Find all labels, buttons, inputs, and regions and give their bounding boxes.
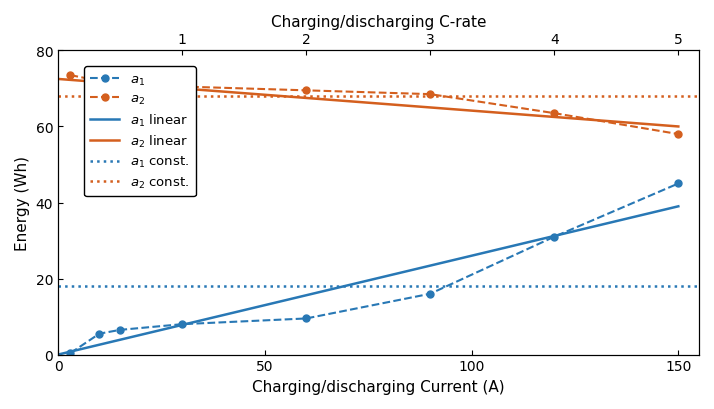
$a_1$ const. (58, 284, 66, 289)
X-axis label: Charging/discharging C-rate: Charging/discharging C-rate (271, 15, 486, 30)
$a_2$ (95, 79, 104, 84)
$a_1$ (426, 292, 435, 297)
$a_2$ const. (58, 94, 66, 99)
Line: $a_2$: $a_2$ (67, 72, 682, 138)
$a_2$ (426, 92, 435, 97)
$a_1$ (550, 235, 558, 240)
$a_2$ (550, 111, 558, 116)
$a_1$ (95, 331, 104, 336)
$a_2$ (302, 89, 311, 94)
Legend: $a_1$, $a_2$, $a_1$ linear, $a_2$ linear, $a_1$ const., $a_2$ const.: $a_1$, $a_2$, $a_1$ linear, $a_2$ linear… (84, 67, 196, 197)
Y-axis label: Energy (Wh): Energy (Wh) (15, 155, 30, 250)
$a_1$ (66, 351, 75, 356)
$a_1$ (674, 182, 683, 187)
$a_1$ (116, 328, 124, 333)
$a_1$ (178, 322, 186, 327)
$a_2$ (116, 81, 124, 86)
X-axis label: Charging/discharging Current (A): Charging/discharging Current (A) (252, 379, 505, 394)
$a_2$ (66, 74, 75, 79)
$a_2$ (178, 85, 186, 90)
$a_1$ (302, 316, 311, 321)
$a_1$ const. (54, 284, 62, 289)
$a_2$ (674, 132, 683, 137)
$a_2$ const. (54, 94, 62, 99)
Line: $a_1$: $a_1$ (67, 181, 682, 357)
